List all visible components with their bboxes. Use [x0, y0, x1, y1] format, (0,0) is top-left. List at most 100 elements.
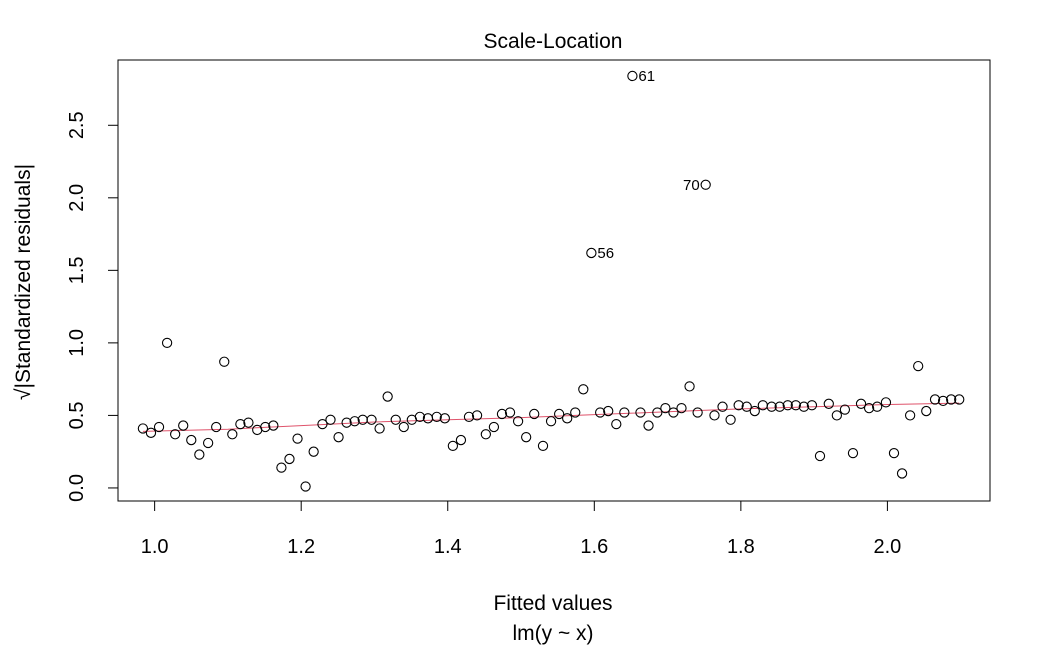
y-tick-label: 0.5	[66, 402, 88, 430]
data-point	[863, 403, 875, 414]
chart-title: Scale-Location	[484, 30, 623, 53]
x-tick-label: 1.2	[287, 536, 315, 558]
data-point	[292, 433, 303, 444]
y-tick-label: 2.0	[66, 184, 88, 212]
data-point	[896, 468, 908, 479]
data-point	[741, 401, 752, 412]
data-point	[529, 408, 540, 420]
x-tick-label: 1.4	[434, 536, 462, 558]
data-point	[463, 411, 475, 423]
data-point	[790, 400, 801, 411]
data-point	[545, 416, 557, 427]
data-point	[333, 432, 344, 443]
data-point	[512, 416, 524, 427]
data-point	[137, 423, 149, 434]
data-point	[471, 410, 483, 421]
data-point	[814, 450, 826, 462]
data-point	[946, 394, 957, 405]
point-label: 56	[597, 245, 614, 262]
data-point	[888, 447, 900, 459]
data-point	[709, 410, 720, 421]
data-point	[652, 407, 663, 418]
plot-frame	[117, 59, 991, 502]
data-point	[153, 421, 165, 433]
x-axis-title: Fitted values	[493, 592, 612, 615]
data-point	[660, 403, 671, 414]
data-point	[431, 411, 442, 423]
data-point	[317, 418, 328, 430]
data-point	[798, 401, 810, 412]
data-point	[929, 394, 941, 405]
y-axis: 0.0 0.5 1.0 1.5 2.0 2.5	[66, 111, 119, 502]
data-point	[766, 401, 777, 412]
point-label: 70	[683, 177, 700, 194]
data-point	[284, 453, 295, 465]
x-tick-label: 1.8	[727, 536, 755, 558]
data-point	[227, 429, 238, 440]
data-point	[521, 432, 532, 443]
point-label: 61	[638, 68, 655, 85]
data-point	[782, 400, 793, 411]
data-point	[725, 414, 736, 425]
data-point	[145, 427, 157, 438]
data-point	[488, 421, 500, 433]
data-point	[504, 407, 516, 418]
x-tick-label: 2.0	[874, 536, 902, 558]
point-annotations: 61 70 56	[597, 68, 699, 262]
data-points	[137, 70, 965, 492]
data-point	[603, 405, 614, 417]
data-point	[839, 404, 851, 415]
data-point	[308, 446, 319, 457]
data-point	[847, 447, 859, 459]
data-point	[178, 420, 189, 431]
data-point	[455, 434, 467, 446]
data-point	[300, 481, 311, 492]
data-point	[366, 414, 377, 425]
data-point	[937, 395, 949, 407]
data-point	[161, 337, 173, 349]
data-point	[921, 405, 932, 417]
data-point	[447, 440, 459, 452]
x-tick-label: 1.0	[141, 536, 169, 558]
data-point	[414, 411, 426, 423]
data-point	[717, 401, 728, 412]
data-point	[374, 423, 385, 434]
data-point	[954, 394, 965, 405]
data-point	[611, 418, 622, 430]
data-point	[668, 407, 679, 418]
data-point	[537, 440, 549, 452]
data-point	[855, 398, 867, 409]
data-point	[186, 434, 197, 446]
data-point	[774, 401, 785, 412]
data-point	[398, 421, 409, 433]
data-point	[872, 401, 883, 412]
data-point	[268, 420, 279, 431]
data-point	[570, 407, 581, 418]
data-point	[904, 410, 916, 421]
data-point	[831, 410, 843, 421]
data-point	[692, 407, 703, 418]
y-tick-label: 1.0	[66, 329, 88, 357]
data-point	[676, 403, 687, 414]
data-point	[749, 405, 760, 417]
y-axis-title: √|Standardized residuals|	[12, 164, 35, 400]
y-tick-label: 1.5	[66, 256, 88, 284]
data-point	[170, 429, 181, 440]
data-point	[202, 437, 214, 449]
x-tick-label: 1.6	[580, 536, 608, 558]
data-point	[235, 418, 246, 430]
data-point	[211, 421, 222, 433]
data-point	[643, 420, 654, 431]
x-axis: 1.0 1.2 1.4 1.6 1.8 2.0	[141, 500, 902, 558]
data-point	[578, 384, 589, 395]
data-point	[219, 356, 230, 367]
data-point	[684, 381, 695, 392]
data-point	[260, 421, 271, 433]
data-point	[627, 70, 638, 82]
data-point	[194, 449, 205, 460]
data-point	[586, 247, 597, 259]
data-point	[733, 400, 744, 411]
data-point	[325, 414, 336, 425]
data-point	[562, 413, 573, 424]
